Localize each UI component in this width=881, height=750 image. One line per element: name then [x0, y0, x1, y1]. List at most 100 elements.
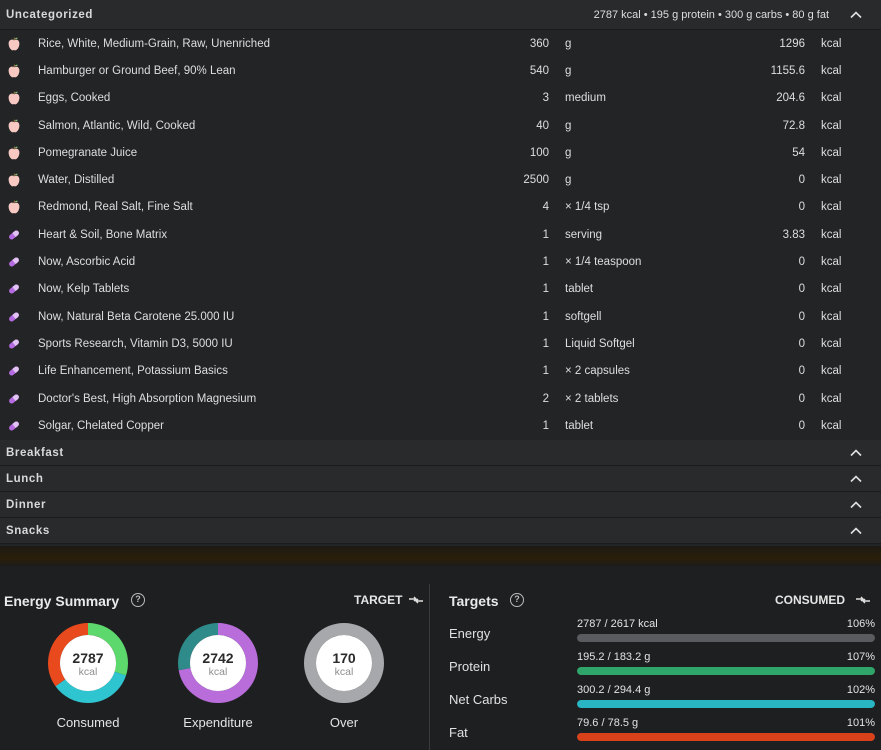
food-unit[interactable]: g — [565, 146, 572, 159]
food-row[interactable]: Redmond, Real Salt, Fine Salt 4 × 1/4 tsp 0… — [0, 194, 881, 221]
food-amount[interactable]: 1 — [542, 283, 549, 296]
targets-title: Targets — [449, 593, 499, 609]
food-amount[interactable]: 2500 — [523, 174, 549, 187]
food-unit[interactable]: tablet — [565, 419, 594, 432]
group-header-uncategorized[interactable]: Uncategorized 2787 kcal • 195 g protein … — [0, 0, 881, 30]
food-row[interactable]: Eggs, Cooked 3 medium 204.6 kcal — [0, 85, 881, 112]
group-title: Breakfast — [6, 446, 64, 459]
donut-value: 2742 — [202, 650, 234, 666]
help-icon[interactable]: ? — [131, 593, 145, 607]
food-unit[interactable]: × 2 tablets — [565, 392, 619, 405]
food-name[interactable]: Now, Natural Beta Carotene 25.000 IU — [38, 310, 235, 323]
food-row[interactable]: Solgar, Chelated Copper 1 tablet 0 kcal — [0, 412, 881, 439]
food-row[interactable]: Rice, White, Medium-Grain, Raw, Unenrich… — [0, 30, 881, 57]
food-row[interactable]: Doctor's Best, High Absorption Magnesium… — [0, 385, 881, 412]
target-value: 79.6 / 78.5 g — [577, 717, 639, 729]
target-label: Energy — [449, 626, 491, 641]
group-header-breakfast[interactable]: Breakfast — [0, 440, 881, 466]
food-row[interactable]: Now, Ascorbic Acid 1 × 1/4 teaspoon 0 kcal — [0, 248, 881, 275]
chevron-up-icon[interactable] — [849, 472, 863, 486]
target-toggle[interactable]: TARGET — [354, 593, 403, 607]
food-row[interactable]: Life Enhancement, Potassium Basics 1 × 2 c… — [0, 358, 881, 385]
help-icon[interactable]: ? — [510, 593, 524, 607]
food-amount[interactable]: 40 — [536, 119, 549, 132]
food-unit[interactable]: softgell — [565, 310, 602, 323]
food-amount[interactable]: 1 — [542, 228, 549, 241]
group-header-snacks[interactable]: Snacks — [0, 518, 881, 544]
food-name[interactable]: Solgar, Chelated Copper — [38, 419, 164, 432]
food-unit[interactable]: Liquid Softgel — [565, 337, 635, 350]
food-unit[interactable]: g — [565, 174, 572, 187]
food-row[interactable]: Now, Natural Beta Carotene 25.000 IU 1 sof… — [0, 303, 881, 330]
swap-arrows-icon[interactable] — [855, 594, 871, 606]
food-name[interactable]: Now, Ascorbic Acid — [38, 256, 136, 269]
food-amount[interactable]: 3 — [542, 92, 549, 105]
donut-value: 2787 — [72, 650, 104, 666]
apple-icon — [6, 199, 22, 215]
pill-icon — [6, 281, 22, 297]
food-amount[interactable]: 1 — [542, 256, 549, 269]
food-amount[interactable]: 1 — [542, 310, 549, 323]
food-name[interactable]: Redmond, Real Salt, Fine Salt — [38, 201, 193, 214]
food-kcal: 1155.6 — [770, 64, 805, 77]
food-unit[interactable]: serving — [565, 228, 603, 241]
food-row[interactable]: Hamburger or Ground Beef, 90% Lean 540 g 11… — [0, 57, 881, 84]
donut-unit: kcal — [334, 666, 354, 678]
food-name[interactable]: Pomegranate Juice — [38, 146, 138, 159]
food-name[interactable]: Hamburger or Ground Beef, 90% Lean — [38, 64, 236, 77]
food-kcal: 0 — [798, 419, 805, 432]
group-header-dinner[interactable]: Dinner — [0, 492, 881, 518]
food-kcal: 0 — [798, 310, 805, 323]
food-name[interactable]: Life Enhancement, Potassium Basics — [38, 365, 228, 378]
food-name[interactable]: Sports Research, Vitamin D3, 5000 IU — [38, 337, 233, 350]
food-name[interactable]: Heart & Soil, Bone Matrix — [38, 228, 168, 241]
food-unit[interactable]: g — [565, 37, 572, 50]
target-percent: 101% — [846, 717, 875, 729]
food-row[interactable]: Now, Kelp Tablets 1 tablet 0 kcal — [0, 276, 881, 303]
food-kcal: 3.83 — [782, 228, 805, 241]
group-title: Snacks — [6, 524, 50, 537]
food-row[interactable]: Pomegranate Juice 100 g 54 kcal — [0, 139, 881, 166]
food-unit[interactable]: medium — [565, 92, 606, 105]
group-header-lunch[interactable]: Lunch — [0, 466, 881, 492]
food-unit[interactable]: tablet — [565, 283, 594, 296]
food-amount[interactable]: 1 — [542, 337, 549, 350]
group-title: Lunch — [6, 472, 44, 485]
food-row[interactable]: Sports Research, Vitamin D3, 5000 IU 1 Liq… — [0, 330, 881, 357]
chevron-up-icon[interactable] — [849, 524, 863, 538]
food-name[interactable]: Now, Kelp Tablets — [38, 283, 130, 296]
food-unit[interactable]: g — [565, 64, 572, 77]
food-row[interactable]: Salmon, Atlantic, Wild, Cooked 40 g 72.8 kca… — [0, 112, 881, 139]
swap-arrows-icon[interactable] — [408, 594, 424, 606]
food-row[interactable]: Water, Distilled 2500 g 0 kcal — [0, 167, 881, 194]
food-name[interactable]: Eggs, Cooked — [38, 92, 111, 105]
food-amount[interactable]: 1 — [542, 365, 549, 378]
food-unit[interactable]: × 2 capsules — [565, 365, 630, 378]
food-amount[interactable]: 100 — [529, 146, 549, 159]
chevron-up-icon[interactable] — [849, 8, 863, 22]
food-unit[interactable]: g — [565, 119, 572, 132]
food-name[interactable]: Water, Distilled — [38, 174, 115, 187]
food-kcal-unit: kcal — [821, 365, 842, 378]
food-unit[interactable]: × 1/4 tsp — [565, 201, 610, 214]
food-name[interactable]: Salmon, Atlantic, Wild, Cooked — [38, 119, 196, 132]
donut-label: Over — [329, 715, 359, 730]
food-amount[interactable]: 360 — [529, 37, 549, 50]
food-amount[interactable]: 2 — [542, 392, 549, 405]
food-amount[interactable]: 540 — [529, 64, 549, 77]
food-name[interactable]: Rice, White, Medium-Grain, Raw, Unenrich… — [38, 37, 270, 50]
pill-icon — [6, 227, 22, 243]
food-amount[interactable]: 4 — [542, 201, 549, 214]
consumed-toggle[interactable]: CONSUMED — [775, 593, 846, 607]
food-name[interactable]: Doctor's Best, High Absorption Magnesium — [38, 392, 257, 405]
target-percent: 102% — [846, 684, 875, 696]
food-row[interactable]: Heart & Soil, Bone Matrix 1 serving 3.83 kca… — [0, 221, 881, 248]
food-unit[interactable]: × 1/4 teaspoon — [565, 256, 642, 269]
target-progress-bar — [577, 700, 875, 708]
target-progress-fill — [577, 733, 875, 741]
food-amount[interactable]: 1 — [542, 419, 549, 432]
pill-icon — [6, 391, 22, 407]
food-kcal-unit: kcal — [821, 310, 842, 323]
chevron-up-icon[interactable] — [849, 446, 863, 460]
chevron-up-icon[interactable] — [849, 498, 863, 512]
